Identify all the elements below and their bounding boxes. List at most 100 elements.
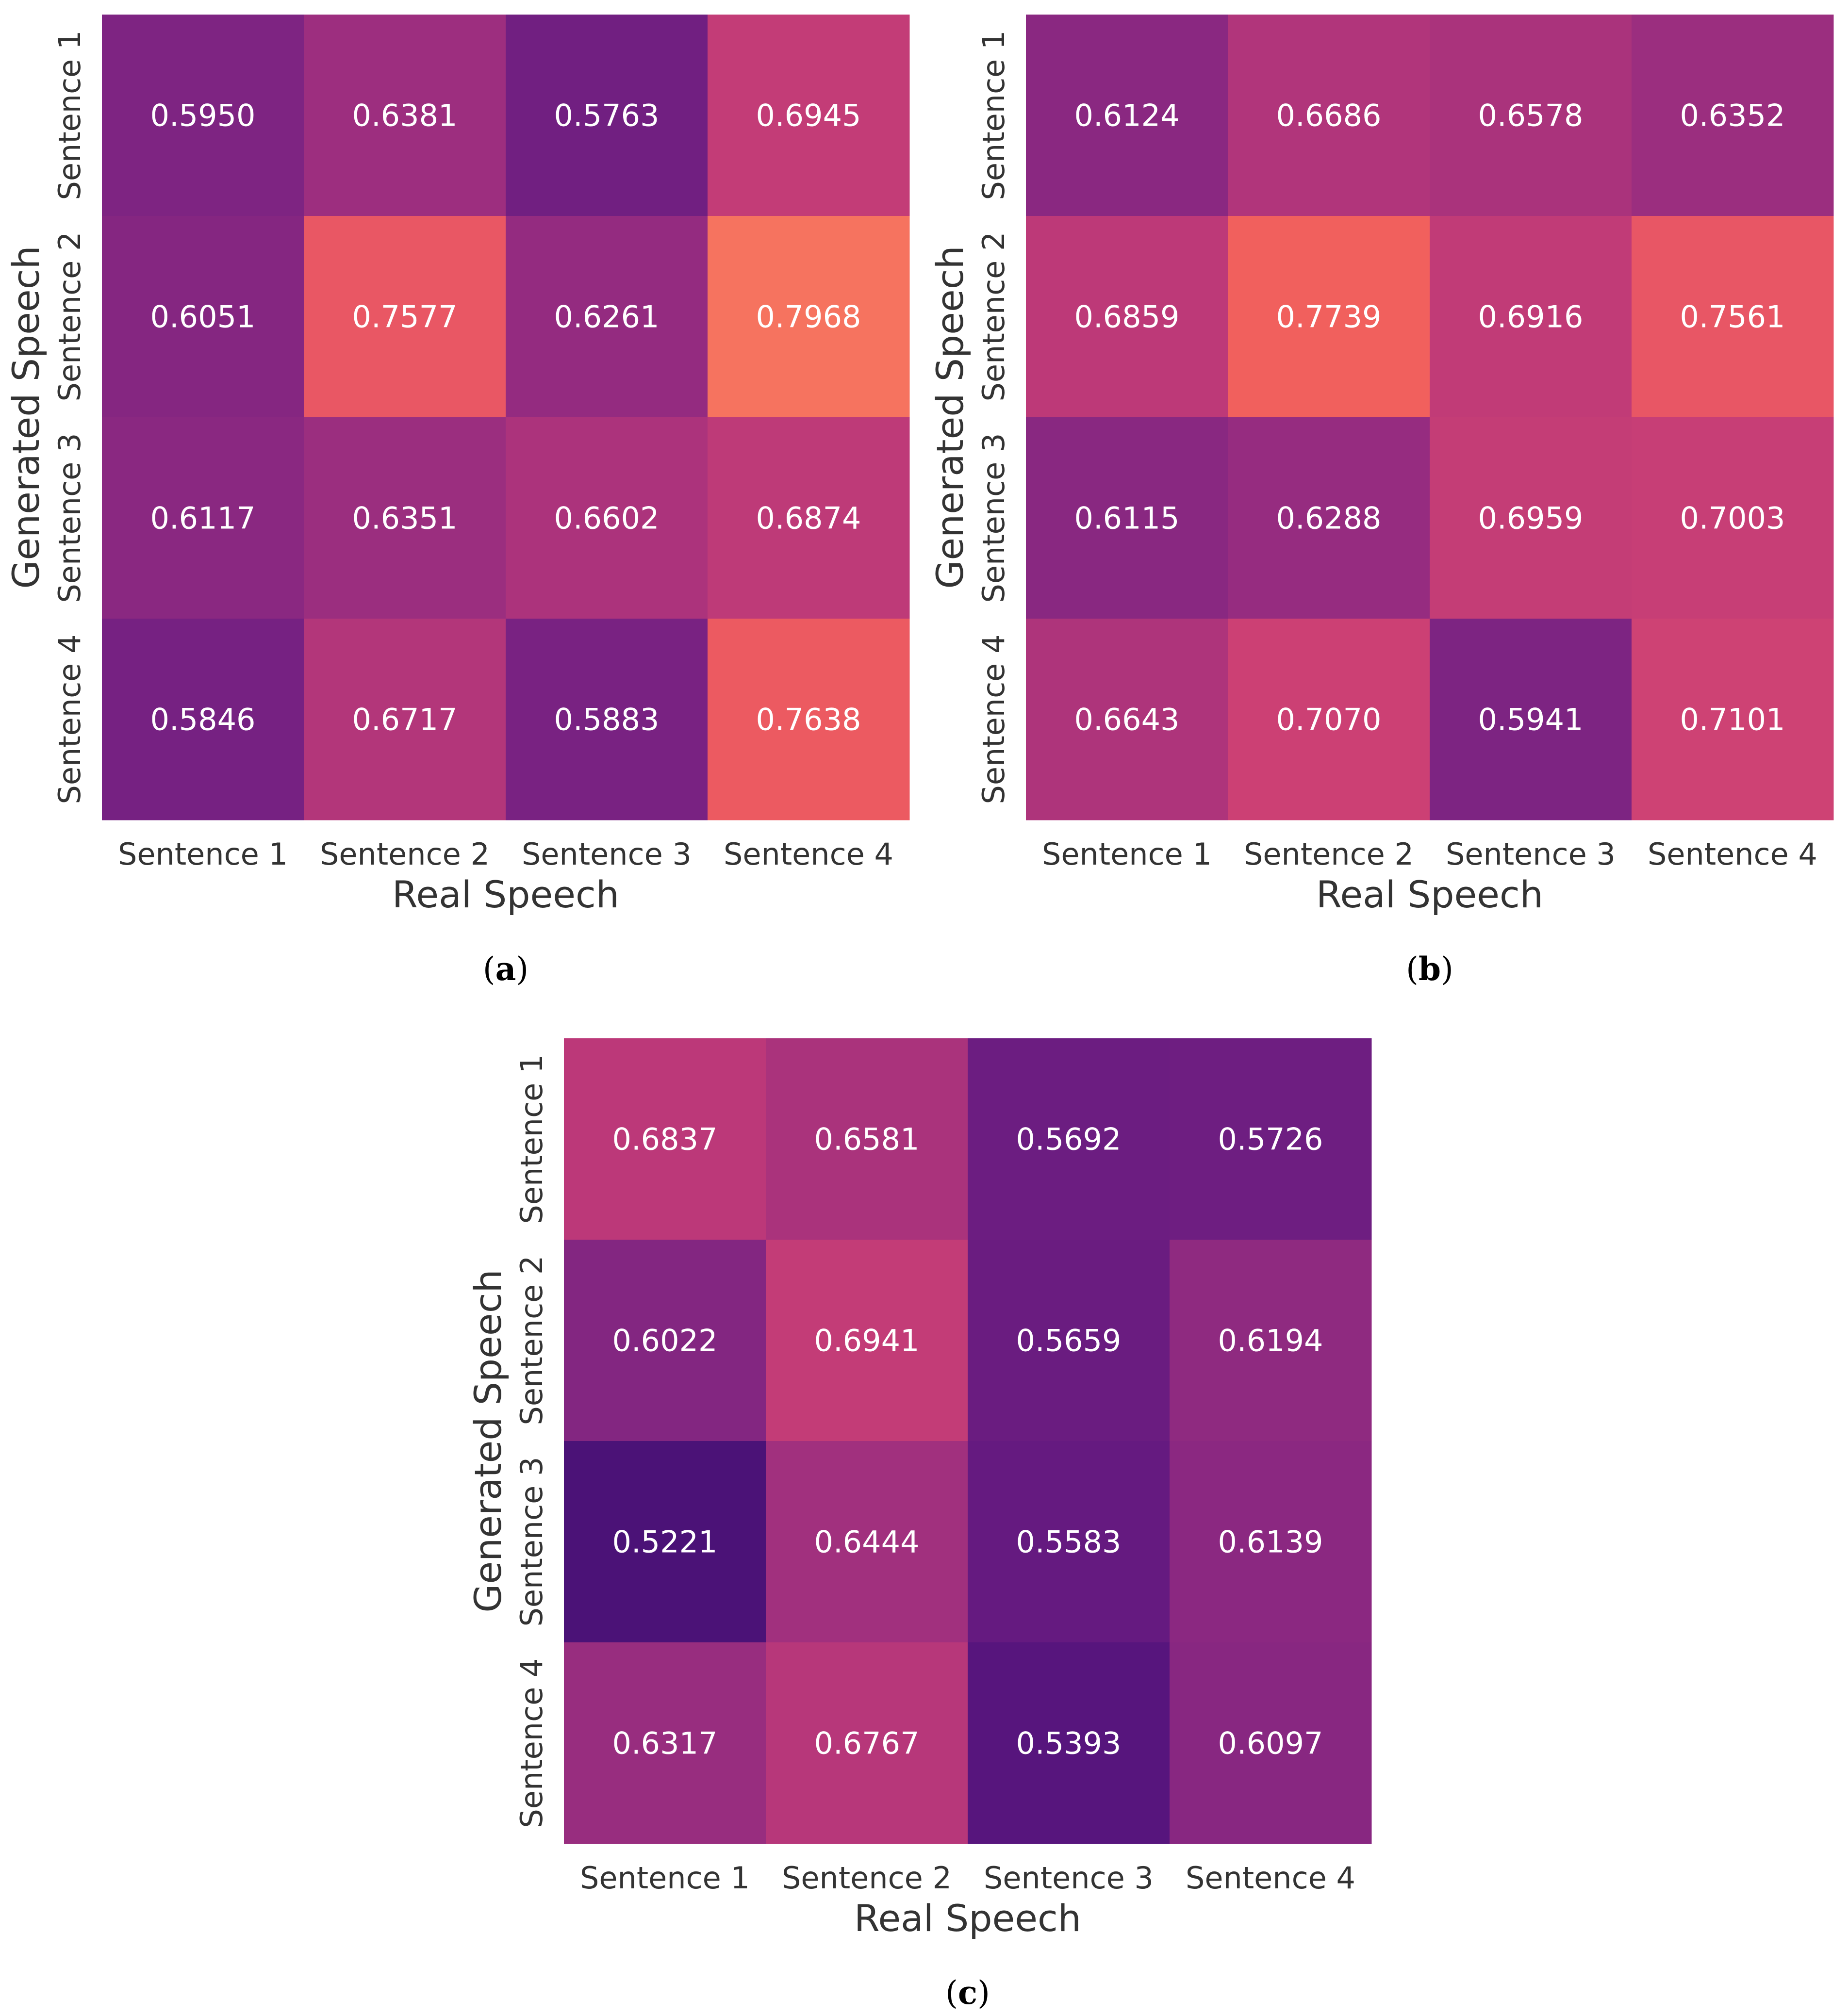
y-tick-label: Sentence 1 — [52, 31, 87, 200]
heatmap-cell — [1632, 417, 1834, 619]
x-axis-title: Real Speech — [1316, 873, 1543, 916]
y-tick-label: Sentence 2 — [976, 232, 1011, 402]
heatmap-cell — [1632, 216, 1834, 418]
heatmap-cell — [102, 619, 304, 820]
heatmap-cell — [506, 15, 708, 216]
heatmap-cell — [1228, 15, 1430, 216]
y-tick-label: Sentence 2 — [514, 1256, 549, 1425]
heatmap-cell — [1026, 417, 1228, 619]
cell-value-label: 0.6444 — [814, 1524, 920, 1560]
cell-value-label: 0.6261 — [554, 299, 660, 335]
cell-value-label: 0.5950 — [150, 98, 256, 133]
heatmap-b-svg: 0.6124 0.6686 0.6578 0.6352 0.6859 0.7739 0.69… — [928, 15, 1834, 988]
cell-value-label: 0.6022 — [612, 1323, 718, 1359]
y-axis-title: Generated Speech — [928, 246, 972, 589]
y-tick-label: Sentence 2 — [52, 232, 87, 402]
cell-value-label: 0.7070 — [1276, 702, 1382, 737]
heatmap-cell — [1430, 619, 1632, 820]
heatmap-cell — [1632, 619, 1834, 820]
cell-value-label: 0.6051 — [150, 299, 256, 335]
heatmap-cell — [564, 1038, 766, 1240]
heatmap-cell — [766, 1240, 968, 1442]
y-tick-label: Sentence 4 — [976, 635, 1011, 804]
cell-value-label: 0.6837 — [612, 1122, 718, 1157]
cell-value-label: 0.5941 — [1478, 702, 1584, 737]
heatmap-cell — [102, 417, 304, 619]
cell-value-label: 0.6115 — [1074, 501, 1180, 536]
cell-value-label: 0.6381 — [352, 98, 458, 133]
panel-caption-letter: b — [1419, 950, 1441, 988]
cell-value-label: 0.5763 — [554, 98, 660, 133]
panel-caption-letter: c — [958, 1974, 977, 2012]
cell-value-label: 0.5846 — [150, 702, 256, 737]
heatmap-cell — [968, 1441, 1170, 1643]
x-tick-label: Sentence 1 — [118, 836, 288, 872]
x-tick-label: Sentence 3 — [522, 836, 692, 872]
cell-value-label: 0.5692 — [1016, 1122, 1122, 1157]
x-axis-title: Real Speech — [392, 873, 619, 916]
heatmap-panel-b: 0.6124 0.6686 0.6578 0.6352 0.6859 0.7739 0.69… — [924, 0, 1848, 999]
y-tick-label: Sentence 1 — [976, 31, 1011, 200]
cell-value-label: 0.6941 — [814, 1323, 920, 1359]
heatmap-cell — [968, 1642, 1170, 1844]
heatmap-cell — [1228, 417, 1430, 619]
heatmap-cell — [1026, 15, 1228, 216]
cell-value-label: 0.6139 — [1218, 1524, 1323, 1560]
y-tick-label: Sentence 4 — [52, 635, 87, 804]
heatmap-cell — [766, 1642, 968, 1844]
heatmap-c-svg: 0.6837 0.6581 0.5692 0.5726 0.6022 0.6941 0.56… — [466, 1038, 1372, 2012]
heatmap-cell — [708, 619, 910, 820]
x-tick-label: Sentence 2 — [782, 1860, 952, 1896]
heatmap-cell — [968, 1038, 1170, 1240]
cell-value-label: 0.7561 — [1680, 299, 1785, 335]
x-tick-label: Sentence 2 — [320, 836, 490, 872]
cell-value-label: 0.6717 — [352, 702, 458, 737]
heatmap-cell — [1026, 216, 1228, 418]
cell-value-label: 0.6581 — [814, 1122, 920, 1157]
cell-value-label: 0.6351 — [352, 501, 458, 536]
cell-value-label: 0.6874 — [756, 501, 861, 536]
heatmap-cell — [102, 15, 304, 216]
panel-caption-letter: a — [495, 950, 516, 988]
cell-value-label: 0.6643 — [1074, 702, 1180, 737]
cell-value-label: 0.6916 — [1478, 299, 1584, 335]
y-axis-title: Generated Speech — [4, 246, 48, 589]
heatmap-cell — [304, 417, 506, 619]
heatmap-cell — [102, 216, 304, 418]
heatmap-panel-a: 0.5950 0.6381 0.5763 0.6945 0.6051 0.7577 0.62… — [0, 0, 924, 999]
heatmap-cell — [766, 1441, 968, 1643]
cell-value-label: 0.6194 — [1218, 1323, 1323, 1359]
panel-caption: (c) — [945, 1974, 990, 2012]
x-tick-label: Sentence 1 — [580, 1860, 750, 1896]
cell-value-label: 0.6859 — [1074, 299, 1180, 335]
cell-value-label: 0.5393 — [1016, 1726, 1122, 1761]
cell-value-label: 0.6602 — [554, 501, 660, 536]
heatmap-cell — [708, 216, 910, 418]
cell-value-label: 0.7101 — [1680, 702, 1785, 737]
heatmap-cell — [564, 1642, 766, 1844]
y-tick-label: Sentence 1 — [514, 1054, 549, 1224]
heatmap-cell — [1632, 15, 1834, 216]
heatmap-cell — [1228, 216, 1430, 418]
cell-value-label: 0.6117 — [150, 501, 256, 536]
heatmap-panel-c: 0.6837 0.6581 0.5692 0.5726 0.6022 0.6941 0.56… — [462, 1024, 1386, 2014]
heatmap-cell — [506, 216, 708, 418]
x-tick-label: Sentence 4 — [1186, 1860, 1355, 1896]
heatmap-cell — [1026, 619, 1228, 820]
cell-value-label: 0.6767 — [814, 1726, 920, 1761]
heatmap-cell — [1430, 216, 1632, 418]
heatmap-a-svg: 0.5950 0.6381 0.5763 0.6945 0.6051 0.7577 0.62… — [4, 15, 910, 988]
cell-value-label: 0.5583 — [1016, 1524, 1122, 1560]
cell-value-label: 0.6288 — [1276, 501, 1382, 536]
heatmap-cell — [708, 15, 910, 216]
heatmap-cell — [304, 216, 506, 418]
x-tick-label: Sentence 3 — [984, 1860, 1154, 1896]
y-tick-label: Sentence 3 — [52, 433, 87, 603]
heatmap-cell — [1170, 1038, 1372, 1240]
y-tick-label: Sentence 3 — [976, 433, 1011, 603]
heatmap-cell — [1170, 1441, 1372, 1643]
x-tick-label: Sentence 4 — [724, 836, 893, 872]
cell-value-label: 0.6945 — [756, 98, 861, 133]
heatmap-cell — [1430, 417, 1632, 619]
heatmap-cell — [1170, 1240, 1372, 1442]
